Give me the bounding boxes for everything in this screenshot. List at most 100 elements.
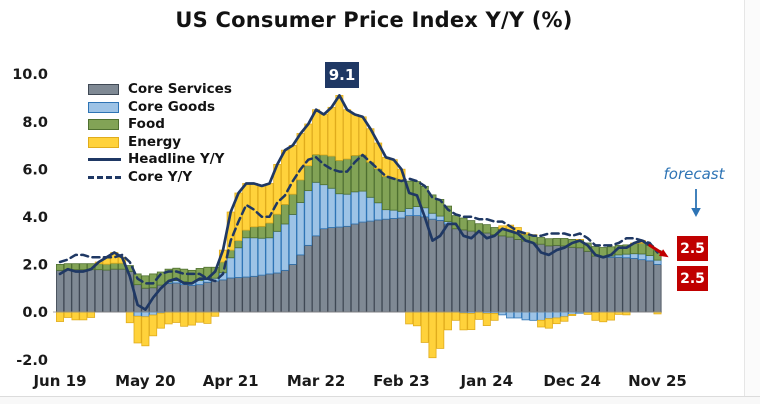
bar-core-services bbox=[226, 277, 235, 313]
x-axis-tick-label: Dec 24 bbox=[543, 372, 601, 390]
bar-core-goods bbox=[234, 247, 243, 278]
bar-core-services bbox=[211, 280, 220, 313]
bar-core-services bbox=[513, 239, 522, 313]
bar-energy bbox=[606, 311, 615, 321]
bar-core-services bbox=[172, 282, 181, 313]
bar-energy bbox=[195, 311, 204, 323]
bar-core-services bbox=[475, 231, 484, 313]
bar-core-goods bbox=[397, 210, 406, 219]
bar-core-services bbox=[343, 225, 352, 313]
bar-core-goods bbox=[350, 191, 359, 225]
bar-core-goods bbox=[405, 208, 414, 217]
bar-energy bbox=[327, 106, 336, 157]
bar-energy bbox=[71, 311, 80, 321]
bar-core-services bbox=[506, 236, 515, 313]
bar-core-services bbox=[79, 269, 88, 313]
bar-core-goods bbox=[249, 237, 258, 277]
bar-core-goods bbox=[327, 187, 336, 228]
bar-core-goods bbox=[428, 212, 437, 220]
x-axis-tick-label: Jan 24 bbox=[460, 372, 513, 390]
bar-core-services bbox=[118, 268, 127, 313]
bar-energy bbox=[87, 311, 96, 318]
bar-food bbox=[265, 222, 274, 239]
bar-core-goods bbox=[498, 311, 507, 316]
bar-food bbox=[79, 263, 88, 271]
bar-core-services bbox=[335, 226, 344, 313]
legend-label-food: Food bbox=[128, 116, 165, 132]
bar-core-services bbox=[102, 269, 111, 313]
x-axis-tick-label: Apr 21 bbox=[203, 372, 259, 390]
bar-energy bbox=[172, 311, 181, 323]
bar-core-services bbox=[187, 284, 196, 313]
bar-core-services bbox=[94, 269, 103, 313]
bar-core-services bbox=[56, 269, 65, 313]
bar-core-services bbox=[599, 256, 608, 313]
bar-food bbox=[374, 168, 383, 204]
bar-core-services bbox=[312, 235, 321, 313]
bar-core-services bbox=[87, 269, 96, 313]
bar-food bbox=[102, 263, 111, 271]
x-axis-tick-label: Nov 25 bbox=[628, 372, 687, 390]
bar-energy bbox=[125, 311, 134, 324]
bar-energy bbox=[203, 311, 212, 324]
bar-food bbox=[110, 262, 119, 270]
bar-food bbox=[234, 240, 243, 249]
bar-food bbox=[56, 263, 65, 271]
y-axis-tick-label: -2.0 bbox=[16, 353, 48, 369]
bar-core-services bbox=[653, 263, 662, 313]
bar-core-services bbox=[638, 259, 647, 313]
bar-energy bbox=[149, 314, 158, 337]
bar-energy bbox=[412, 311, 421, 327]
bar-core-services bbox=[622, 257, 631, 313]
forecast-arrowhead-icon bbox=[658, 249, 669, 258]
frame-right-line bbox=[744, 0, 745, 396]
bar-core-services bbox=[630, 258, 639, 313]
bar-core-services bbox=[389, 218, 398, 313]
bar-core-services bbox=[288, 263, 297, 313]
bar-core-services bbox=[459, 229, 468, 313]
forecast-badge-headline: 2.5 bbox=[677, 236, 708, 261]
bar-food bbox=[304, 165, 313, 192]
bar-core-services bbox=[374, 219, 383, 313]
bar-core-goods bbox=[645, 255, 654, 262]
bar-core-goods bbox=[638, 253, 647, 261]
bar-food bbox=[482, 224, 491, 234]
bar-core-services bbox=[350, 223, 359, 313]
bar-core-goods bbox=[552, 311, 561, 319]
bar-food bbox=[273, 213, 282, 232]
bar-energy bbox=[257, 185, 266, 227]
legend-label-core-goods: Core Goods bbox=[128, 98, 216, 115]
bar-core-services bbox=[568, 246, 577, 313]
bar-energy bbox=[420, 311, 429, 343]
bar-energy bbox=[164, 311, 173, 325]
bar-energy bbox=[187, 311, 196, 326]
bar-core-goods bbox=[242, 237, 251, 278]
bar-food bbox=[552, 238, 561, 246]
bar-core-goods bbox=[226, 257, 235, 279]
legend-label-energy: Energy bbox=[128, 133, 182, 150]
bar-core-services bbox=[529, 242, 538, 313]
legend-label-headline-y-y: Headline Y/Y bbox=[128, 151, 225, 167]
x-axis-tick-label: May 20 bbox=[115, 372, 175, 390]
bar-energy bbox=[296, 133, 305, 181]
bar-energy bbox=[560, 316, 569, 322]
bar-food bbox=[257, 225, 266, 239]
bar-core-goods bbox=[149, 311, 158, 316]
bar-food bbox=[537, 237, 546, 245]
bar-energy bbox=[568, 313, 577, 316]
x-axis-tick-label: Jun 19 bbox=[32, 372, 86, 390]
bar-energy bbox=[591, 312, 600, 321]
food-swatch bbox=[88, 119, 119, 131]
bar-food bbox=[343, 158, 352, 195]
y-axis-tick-label: 2.0 bbox=[22, 258, 48, 274]
bar-core-goods bbox=[281, 223, 290, 271]
forecast-badge-core: 2.5 bbox=[677, 266, 708, 291]
y-axis-tick-label: 10.0 bbox=[12, 67, 48, 83]
bar-core-services bbox=[296, 254, 305, 313]
bar-core-goods bbox=[560, 311, 569, 318]
bar-core-services bbox=[327, 227, 336, 313]
bar-food bbox=[381, 175, 390, 211]
bar-energy bbox=[56, 311, 65, 322]
bar-core-services bbox=[164, 283, 173, 313]
